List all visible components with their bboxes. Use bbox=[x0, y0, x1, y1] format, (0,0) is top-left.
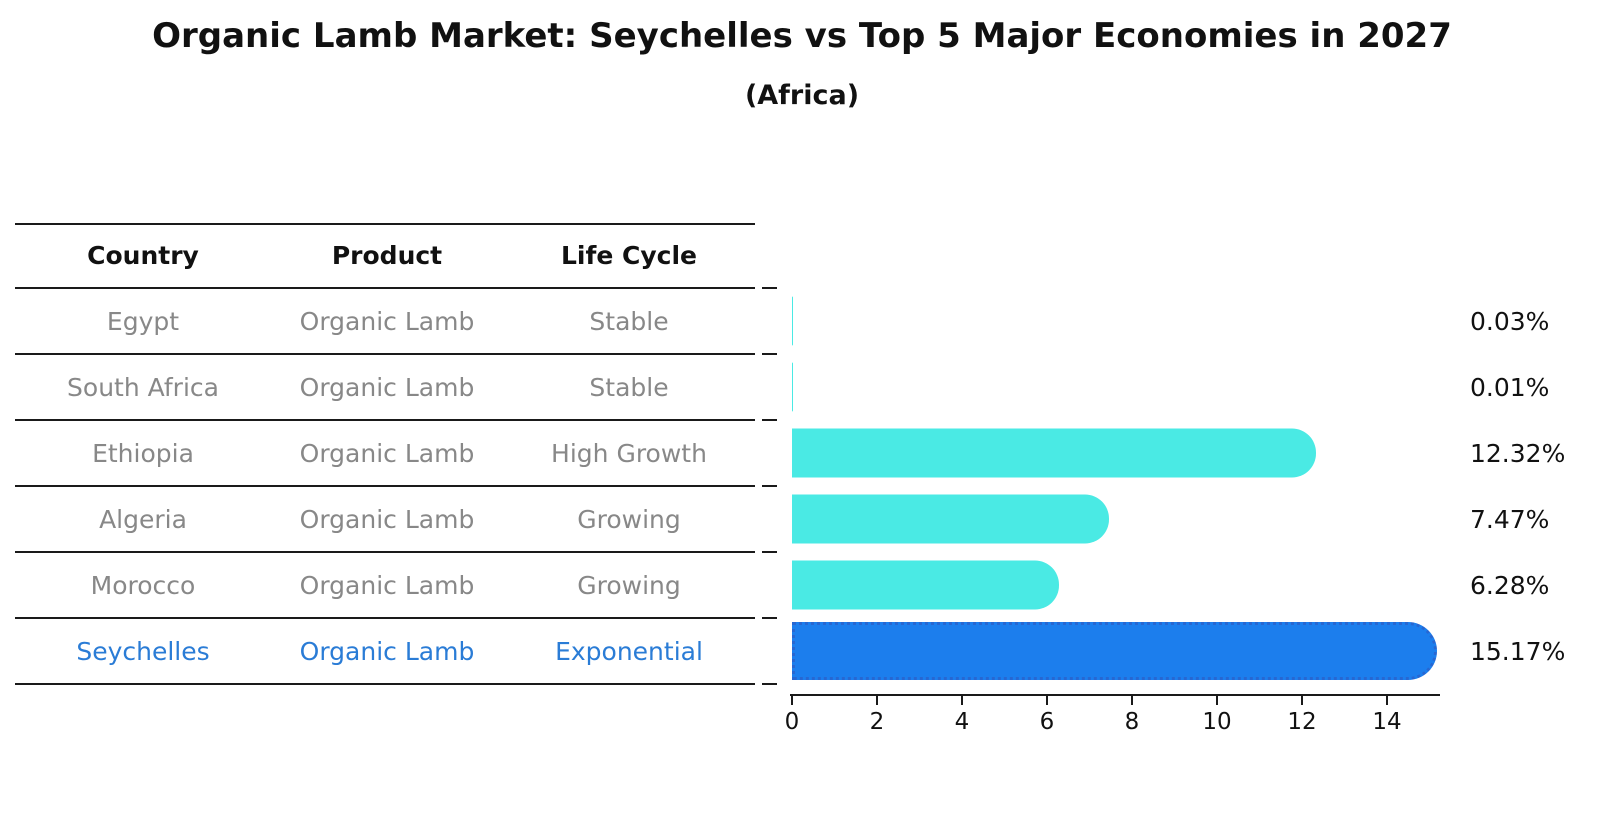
life-cycle-cell: Growing bbox=[577, 570, 681, 600]
product-cell: Organic Lamb bbox=[299, 636, 475, 666]
life-cycle-cell: Growing bbox=[577, 504, 681, 534]
country-cell: Seychelles bbox=[76, 636, 210, 666]
x-tick-label: 2 bbox=[869, 709, 885, 735]
y-axis-tick bbox=[762, 353, 777, 355]
product-cell: Organic Lamb bbox=[299, 372, 475, 402]
y-axis-tick bbox=[762, 287, 777, 289]
y-axis-tick bbox=[762, 617, 777, 619]
table-row-south-africa: South Africa Organic Lamb Stable 0.01% bbox=[0, 354, 1604, 421]
x-axis-tick bbox=[1216, 696, 1218, 705]
y-axis-tick bbox=[762, 485, 777, 487]
bar-ethiopia bbox=[792, 428, 1316, 478]
table-header-divider bbox=[15, 287, 755, 289]
country-cell: South Africa bbox=[67, 372, 219, 402]
table-top-border bbox=[15, 223, 755, 225]
x-tick-label: 4 bbox=[954, 709, 970, 735]
x-tick-label: 6 bbox=[1039, 709, 1055, 735]
x-axis-tick bbox=[1386, 696, 1388, 705]
chart-subtitle: (Africa) bbox=[744, 80, 860, 111]
column-header-life-cycle: Life Cycle bbox=[560, 241, 698, 270]
product-cell: Organic Lamb bbox=[299, 504, 475, 534]
table-row-algeria: Algeria Organic Lamb Growing 7.47% bbox=[0, 486, 1604, 553]
y-axis-tick bbox=[762, 551, 777, 553]
bar-value-label: 6.28% bbox=[1470, 570, 1550, 600]
table-row-egypt: Egypt Organic Lamb Stable 0.03% bbox=[0, 288, 1604, 355]
x-axis-tick bbox=[876, 696, 878, 705]
country-cell: Morocco bbox=[90, 570, 196, 600]
life-cycle-cell: Exponential bbox=[555, 636, 703, 666]
bar-value-label: 0.03% bbox=[1470, 306, 1550, 336]
row-divider bbox=[15, 419, 755, 421]
bar-value-label: 12.32% bbox=[1470, 438, 1566, 468]
table-row-morocco: Morocco Organic Lamb Growing 6.28% bbox=[0, 552, 1604, 619]
product-cell: Organic Lamb bbox=[299, 570, 475, 600]
country-cell: Egypt bbox=[106, 306, 180, 336]
row-divider bbox=[15, 617, 755, 619]
table-body-and-bars: Egypt Organic Lamb Stable 0.03% South Af… bbox=[0, 288, 1604, 685]
x-tick-label: 14 bbox=[1372, 709, 1402, 735]
x-tick-label: 0 bbox=[784, 709, 800, 735]
x-tick-label: 10 bbox=[1202, 709, 1232, 735]
row-divider bbox=[15, 683, 755, 685]
y-axis-tick bbox=[762, 419, 777, 421]
row-divider bbox=[15, 353, 755, 355]
bar-seychelles-highlighted bbox=[792, 622, 1437, 680]
column-header-country: Country bbox=[87, 241, 199, 270]
bar-south-africa bbox=[792, 362, 793, 412]
x-axis-tick bbox=[961, 696, 963, 705]
country-cell: Ethiopia bbox=[92, 438, 194, 468]
bar-value-label: 0.01% bbox=[1470, 372, 1550, 402]
x-axis-tick bbox=[1131, 696, 1133, 705]
table-row-ethiopia: Ethiopia Organic Lamb High Growth 12.32% bbox=[0, 420, 1604, 487]
bar-value-label: 7.47% bbox=[1470, 504, 1550, 534]
x-axis-tick bbox=[791, 696, 793, 705]
x-tick-label: 12 bbox=[1287, 709, 1317, 735]
life-cycle-cell: Stable bbox=[589, 372, 669, 402]
x-axis-spine bbox=[790, 694, 1440, 696]
product-cell: Organic Lamb bbox=[299, 438, 475, 468]
life-cycle-cell: High Growth bbox=[551, 438, 707, 468]
bar-algeria bbox=[792, 494, 1110, 544]
bar-morocco bbox=[792, 560, 1059, 610]
table-row-seychelles-highlighted: Seychelles Organic Lamb Exponential 15.1… bbox=[0, 618, 1604, 685]
row-divider bbox=[15, 485, 755, 487]
chart-title: Organic Lamb Market: Seychelles vs Top 5… bbox=[152, 16, 1452, 56]
row-divider bbox=[15, 551, 755, 553]
x-axis: 0 2 4 6 8 10 12 14 bbox=[0, 694, 1604, 764]
life-cycle-cell: Stable bbox=[589, 306, 669, 336]
bar-egypt bbox=[792, 296, 794, 346]
column-header-product: Product bbox=[331, 241, 443, 270]
x-axis-tick bbox=[1046, 696, 1048, 705]
bar-value-label: 15.17% bbox=[1470, 636, 1566, 666]
product-cell: Organic Lamb bbox=[299, 306, 475, 336]
country-cell: Algeria bbox=[99, 504, 187, 534]
y-axis-tick bbox=[762, 683, 777, 685]
x-tick-label: 8 bbox=[1124, 709, 1140, 735]
table-header-row: Country Product Life Cycle bbox=[0, 223, 1604, 289]
x-axis-tick bbox=[1301, 696, 1303, 705]
